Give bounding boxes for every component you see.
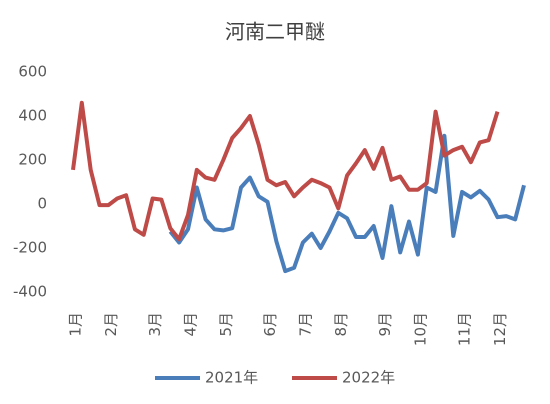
chart-title: 河南二甲醚 — [225, 20, 325, 44]
x-tick-label: 10月 — [411, 312, 429, 346]
legend-label: 2021年 — [205, 369, 258, 387]
x-tick-label: 5月 — [217, 312, 235, 337]
x-tick-label: 9月 — [376, 312, 394, 337]
x-tick-label: 11月 — [456, 312, 474, 346]
x-tick-label: 12月 — [491, 312, 509, 346]
x-tick-label: 4月 — [181, 312, 199, 337]
y-tick-label: 400 — [18, 107, 47, 125]
series-line — [168, 133, 526, 274]
y-tick-label: 600 — [18, 63, 47, 81]
y-tick-label: 200 — [18, 151, 47, 169]
x-tick-label: 7月 — [296, 312, 314, 337]
y-tick-label: -400 — [13, 283, 47, 301]
x-tick-label: 8月 — [332, 312, 350, 337]
x-tick-label: 1月 — [67, 312, 85, 337]
x-tick-label: 2月 — [102, 312, 120, 337]
y-tick-label: 0 — [37, 195, 47, 213]
series-line — [71, 100, 500, 242]
x-tick-label: 6月 — [261, 312, 279, 337]
legend-label: 2022年 — [342, 369, 395, 387]
y-tick-label: -200 — [13, 239, 47, 257]
x-tick-label: 3月 — [146, 312, 164, 337]
